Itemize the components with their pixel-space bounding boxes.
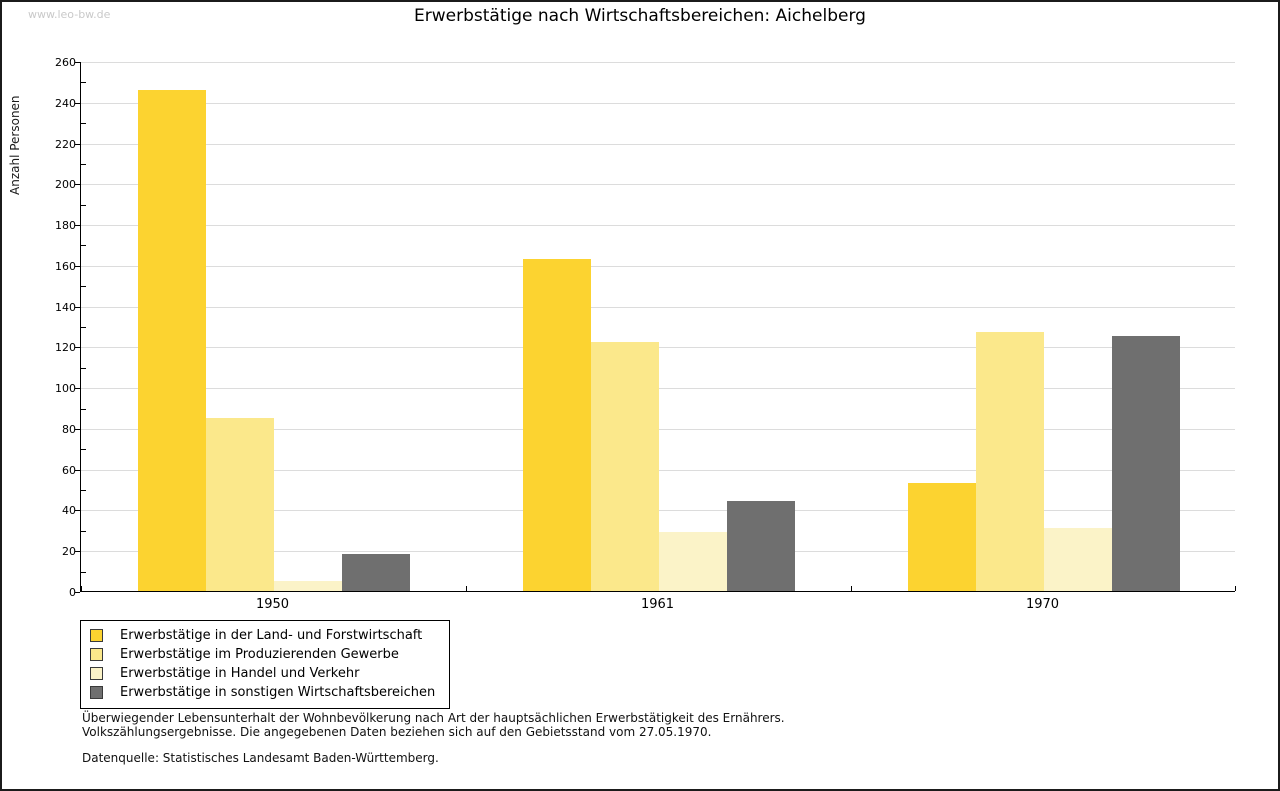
bar-1950-series-1 [137,89,206,591]
legend-item: Erwerbstätige in sonstigen Wirtschaftsbe… [90,683,440,702]
y-axis-minor-tick [81,327,86,328]
y-axis-major-tick [75,551,80,553]
legend-swatch [90,629,103,642]
x-axis-tick [466,586,467,591]
y-axis-tick-label: 40 [62,504,76,518]
bar-1970-series-3 [1043,527,1112,591]
y-axis-major-tick [75,62,80,63]
y-axis-minor-tick [81,204,86,206]
legend-item-label: Erwerbstätige im Produzierenden Gewerbe [120,647,399,662]
footnote-line-2: Volkszählungsergebnisse. Die angegebenen… [82,725,712,739]
legend-swatch [90,667,103,680]
y-axis-tick-label: 200 [55,178,76,192]
x-axis-tick [851,586,852,591]
plot-area [75,62,1236,593]
y-axis-major-tick [75,388,80,390]
gridline [81,225,1235,227]
bar-1961-series-4 [726,501,795,591]
bar-1950-series-4 [341,554,410,591]
y-axis-minor-tick [81,286,86,288]
legend-box: Erwerbstätige in der Land- und Forstwirt… [80,620,450,709]
y-axis-minor-tick [81,490,86,492]
gridline [81,265,1235,267]
gridline [81,102,1235,104]
bar-1970-series-4 [1111,336,1180,591]
x-axis-category-label: 1970 [1025,597,1060,612]
y-axis-major-tick [75,306,80,308]
y-axis-tick-label: 260 [55,56,76,69]
y-axis-major-tick [75,102,80,104]
bar-1950-series-2 [205,417,274,591]
y-axis-minor-tick [81,82,86,84]
y-axis-major-tick [75,265,80,267]
y-axis-minor-tick [81,449,86,451]
bar-1970-series-1 [907,482,976,591]
y-axis-minor-tick [81,367,86,369]
data-source-text: Datenquelle: Statistisches Landesamt Bad… [82,751,439,765]
y-axis-tick-label: 140 [55,300,76,314]
y-axis-tick-label: 0 [69,586,76,599]
y-axis-minor-tick [81,530,86,532]
y-axis-tick-label: 80 [62,422,76,436]
bar-1961-series-1 [522,258,591,591]
gridline [81,306,1235,308]
y-axis-tick-label: 60 [62,463,76,477]
y-axis-major-tick [75,225,80,227]
legend-item-label: Erwerbstätige in sonstigen Wirtschaftsbe… [120,685,436,700]
y-axis-major-tick [75,428,80,430]
legend-item-label: Erwerbstätige in Handel und Verkehr [120,666,360,681]
gridline [81,184,1235,186]
y-axis-tick-label: 240 [55,96,76,110]
legend-item: Erwerbstätige in der Land- und Forstwirt… [90,626,440,645]
y-axis-tick-label: 120 [55,341,76,355]
site-watermark: www.leo-bw.de [28,8,111,21]
y-axis-minor-tick [81,123,86,125]
gridline [81,62,1235,63]
y-axis-tick-label: 20 [62,545,76,559]
y-axis-minor-tick [81,245,86,247]
y-axis-major-tick [75,143,80,145]
x-axis-tick [81,586,82,591]
x-axis-category-label: 1950 [255,597,290,612]
gridline [81,143,1235,145]
y-axis-tick-label: 160 [55,259,76,273]
y-axis-tick-label: 220 [55,137,76,151]
y-axis-tick-label: 100 [55,382,76,396]
footnote-line-1: Überwiegender Lebensunterhalt der Wohnbe… [82,711,785,725]
y-axis-tick-label: 180 [55,219,76,233]
y-axis-minor-tick [81,571,86,573]
legend-item: Erwerbstätige in Handel und Verkehr [90,664,440,683]
bar-1970-series-2 [975,332,1044,591]
footnote-text: Überwiegender Lebensunterhalt der Wohnbe… [82,711,785,739]
chart-title: Erwerbstätige nach Wirtschaftsbereichen:… [414,6,866,26]
y-axis-major-tick [75,469,80,471]
y-axis-major-tick [75,592,80,593]
legend-swatch [90,648,103,661]
x-axis-category-label: 1961 [640,597,675,612]
bar-1950-series-3 [273,580,342,591]
legend-item: Erwerbstätige im Produzierenden Gewerbe [90,645,440,664]
y-axis-major-tick [75,347,80,349]
y-axis-minor-tick [81,163,86,165]
legend-swatch [90,686,103,699]
bar-1961-series-2 [590,342,659,591]
legend-item-label: Erwerbstätige in der Land- und Forstwirt… [120,628,423,643]
y-axis-major-tick [75,184,80,186]
x-axis-tick [1235,586,1236,591]
y-axis-label: Anzahl Personen [8,95,22,195]
bar-1961-series-3 [658,531,727,591]
y-axis-major-tick [75,510,80,512]
y-axis-minor-tick [81,408,86,410]
